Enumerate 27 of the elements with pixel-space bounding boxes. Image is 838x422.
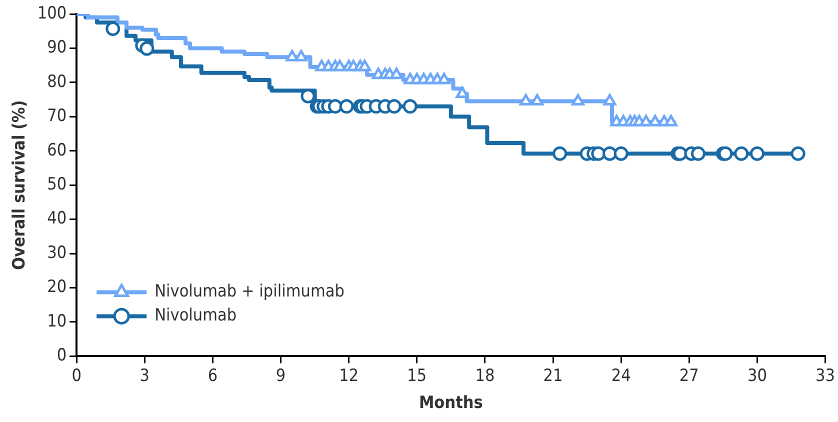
y-tick-label: 60 <box>47 140 67 160</box>
y-tick-label: 0 <box>56 346 67 366</box>
x-tick-label: 3 <box>140 366 150 386</box>
y-tick-label: 10 <box>47 311 67 332</box>
x-axis-title: Months <box>418 393 483 414</box>
x-tick-label: 33 <box>816 366 836 386</box>
x-tick-label: 24 <box>611 366 631 386</box>
y-tick-label: 40 <box>47 208 67 229</box>
legend-label: Nivolumab + ipilimumab <box>154 282 344 302</box>
x-tick-label: 30 <box>747 366 767 386</box>
y-tick-label: 50 <box>47 174 67 195</box>
y-axis-title: Overall survival (%) <box>10 100 30 270</box>
x-tick-label: 15 <box>407 366 427 386</box>
legend-label: Nivolumab <box>154 306 237 326</box>
y-tick-label: 30 <box>47 242 67 263</box>
y-tick-label: 90 <box>47 38 67 58</box>
x-tick-label: 9 <box>276 366 286 386</box>
x-tick-label: 18 <box>475 366 495 386</box>
y-tick-label: 100 <box>37 3 67 24</box>
x-tick-label: 0 <box>72 366 82 386</box>
y-tick-label: 20 <box>47 277 67 298</box>
x-tick-label: 21 <box>543 366 563 386</box>
x-tick-label: 12 <box>339 366 359 386</box>
x-tick-label: 6 <box>208 366 218 386</box>
x-tick-label: 27 <box>679 366 699 386</box>
y-tick-label: 80 <box>47 72 67 92</box>
y-tick-label: 70 <box>47 106 67 126</box>
